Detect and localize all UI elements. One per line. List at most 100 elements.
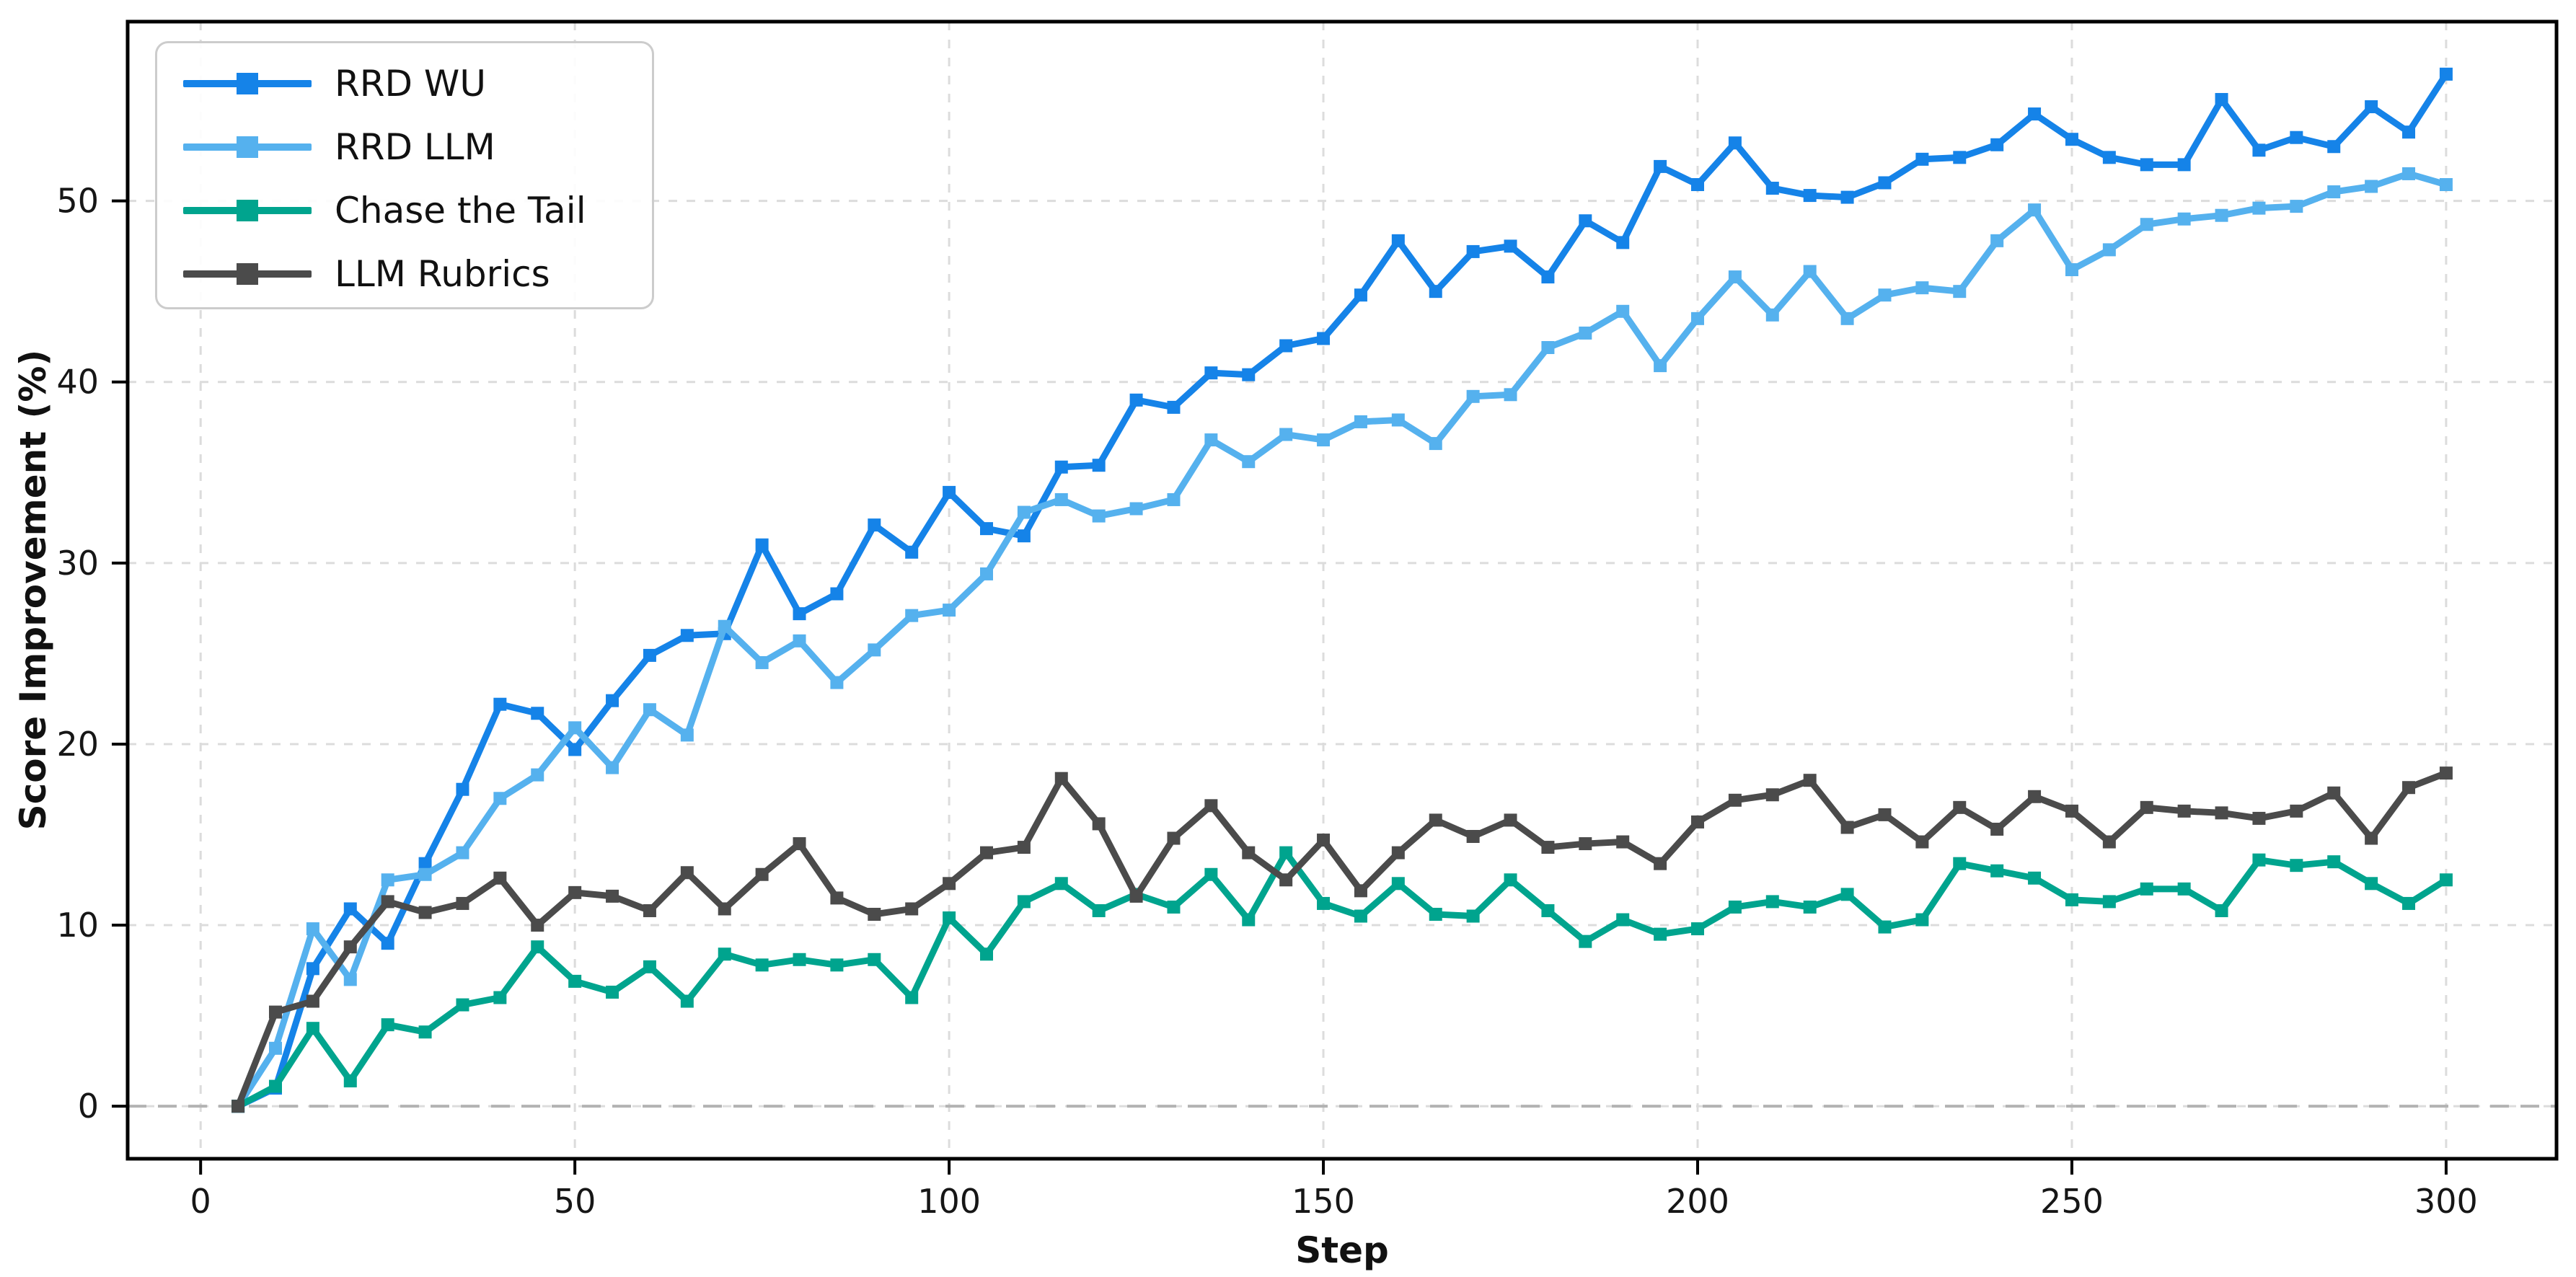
y-tick-label: 30 <box>56 544 99 583</box>
x-tick-label: 300 <box>2414 1182 2478 1221</box>
data-point-rrd-llm <box>943 604 956 617</box>
data-point-llm-rubrics <box>2439 766 2453 780</box>
data-point-rrd-wu <box>1167 400 1181 414</box>
data-point-llm-rubrics <box>1054 772 1068 785</box>
data-point-llm-rubrics <box>1354 884 1367 898</box>
data-point-llm-rubrics <box>568 885 582 899</box>
data-point-chase-the-tail <box>1054 877 1068 891</box>
data-point-rrd-llm <box>1803 265 1817 278</box>
data-point-rrd-wu <box>643 648 656 662</box>
data-point-rrd-llm <box>1878 288 1892 302</box>
data-point-llm-rubrics <box>306 994 319 1008</box>
data-point-rrd-llm <box>830 676 844 689</box>
data-point-rrd-llm <box>1616 304 1630 318</box>
data-point-llm-rubrics <box>2065 804 2078 818</box>
data-point-rrd-llm <box>1317 433 1331 447</box>
data-point-rrd-llm <box>1691 311 1705 325</box>
data-point-llm-rubrics <box>1915 835 1929 849</box>
data-point-rrd-llm <box>2252 201 2266 215</box>
legend-line-sample <box>183 263 312 285</box>
x-axis-title: Step <box>1295 1229 1389 1271</box>
data-point-llm-rubrics <box>418 906 432 919</box>
data-point-chase-the-tail <box>1915 913 1929 927</box>
data-point-llm-rubrics <box>231 1100 245 1113</box>
data-point-chase-the-tail <box>418 1025 432 1039</box>
data-point-rrd-wu <box>343 902 357 916</box>
data-point-chase-the-tail <box>1990 864 2004 878</box>
data-point-rrd-wu <box>2252 143 2266 157</box>
data-point-llm-rubrics <box>2290 804 2303 818</box>
data-point-llm-rubrics <box>456 896 469 910</box>
data-point-llm-rubrics <box>381 895 394 909</box>
data-point-rrd-llm <box>2365 180 2378 193</box>
data-point-llm-rubrics <box>1953 800 1967 814</box>
y-tick-label: 20 <box>56 725 99 764</box>
data-point-rrd-llm <box>793 634 806 648</box>
data-point-chase-the-tail <box>2290 859 2303 872</box>
data-point-chase-the-tail <box>1317 896 1331 910</box>
data-point-rrd-wu <box>1092 459 1106 472</box>
legend-item-rrd-wu: RRD WU <box>157 52 652 115</box>
data-point-chase-the-tail <box>2102 895 2116 909</box>
x-tick-label: 100 <box>917 1182 981 1221</box>
data-point-rrd-wu <box>2028 107 2042 121</box>
data-point-chase-the-tail <box>1354 909 1367 923</box>
data-point-rrd-wu <box>2177 158 2191 172</box>
data-point-rrd-wu <box>979 522 993 536</box>
data-point-llm-rubrics <box>2252 811 2266 825</box>
data-point-llm-rubrics <box>643 903 656 917</box>
data-point-rrd-llm <box>2290 200 2303 213</box>
data-point-rrd-wu <box>2439 67 2453 81</box>
data-point-rrd-llm <box>606 761 619 774</box>
data-point-rrd-llm <box>2327 185 2341 199</box>
data-point-rrd-wu <box>606 694 619 707</box>
data-point-chase-the-tail <box>1466 909 1480 923</box>
data-point-rrd-llm <box>1504 388 1517 402</box>
data-point-llm-rubrics <box>1504 813 1517 827</box>
data-point-rrd-wu <box>1429 285 1442 299</box>
data-point-chase-the-tail <box>531 940 544 954</box>
data-point-llm-rubrics <box>1691 815 1705 828</box>
data-point-rrd-wu <box>1616 236 1630 249</box>
data-point-llm-rubrics <box>1279 873 1293 887</box>
data-point-chase-the-tail <box>1579 934 1592 948</box>
data-point-rrd-llm <box>1990 234 2004 247</box>
data-point-rrd-wu <box>418 857 432 870</box>
data-point-chase-the-tail <box>2065 893 2078 906</box>
legend-label: LLM Rubrics <box>335 253 550 295</box>
data-point-chase-the-tail <box>755 958 769 972</box>
data-point-rrd-wu <box>1878 176 1892 190</box>
y-axis-title: Score Improvement (%) <box>12 349 54 831</box>
data-point-chase-the-tail <box>343 1074 357 1088</box>
data-point-llm-rubrics <box>943 877 956 891</box>
data-point-llm-rubrics <box>1765 788 1779 802</box>
data-point-rrd-llm <box>568 721 582 735</box>
data-point-rrd-llm <box>1092 509 1106 523</box>
data-point-rrd-llm <box>456 846 469 860</box>
data-point-llm-rubrics <box>1466 830 1480 844</box>
data-point-rrd-llm <box>718 619 731 633</box>
data-point-rrd-wu <box>1504 239 1517 253</box>
data-point-rrd-llm <box>2439 178 2453 192</box>
data-point-chase-the-tail <box>2327 855 2341 869</box>
data-point-rrd-wu <box>1204 366 1218 380</box>
data-point-rrd-wu <box>830 587 844 601</box>
data-point-llm-rubrics <box>2140 800 2153 814</box>
data-point-llm-rubrics <box>1616 835 1630 849</box>
data-point-chase-the-tail <box>1953 857 1967 870</box>
data-point-rrd-wu <box>2365 100 2378 114</box>
data-point-rrd-llm <box>2177 212 2191 226</box>
data-point-llm-rubrics <box>1391 846 1405 860</box>
data-point-llm-rubrics <box>1317 834 1331 847</box>
data-point-chase-the-tail <box>643 960 656 973</box>
data-point-llm-rubrics <box>2028 790 2042 803</box>
data-point-chase-the-tail <box>943 911 956 925</box>
data-point-chase-the-tail <box>1429 907 1442 921</box>
legend-marker-icon <box>237 136 258 158</box>
data-point-rrd-wu <box>1391 234 1405 247</box>
data-point-rrd-wu <box>680 629 694 642</box>
data-point-chase-the-tail <box>718 947 731 961</box>
data-point-rrd-llm <box>343 973 357 986</box>
data-point-rrd-llm <box>2402 167 2416 180</box>
